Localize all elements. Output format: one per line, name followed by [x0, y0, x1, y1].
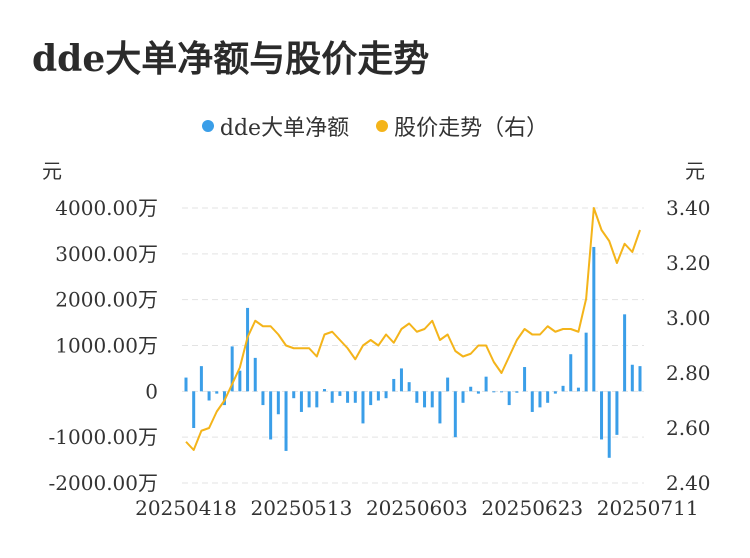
x-tick-label: 20250623: [481, 496, 583, 520]
bar: [453, 391, 457, 438]
bar: [553, 391, 557, 394]
bar: [546, 391, 550, 403]
price-line: [185, 207, 641, 451]
bar: [607, 391, 611, 458]
bar: [330, 391, 334, 403]
bar: [538, 391, 542, 408]
line-series: [185, 207, 641, 451]
legend-item-dde[interactable]: dde大单净额: [201, 110, 350, 142]
bar: [199, 366, 203, 392]
bar: [461, 391, 465, 403]
bar: [269, 391, 273, 440]
bar: [423, 391, 427, 408]
x-tick-label: 20250418: [135, 496, 237, 520]
right-tick-label: 2.80: [666, 361, 711, 385]
left-tick-label: -1000.00万: [49, 425, 158, 449]
legend-dot-price: [376, 120, 389, 132]
bar: [499, 391, 503, 393]
bar: [392, 378, 396, 392]
bar: [246, 307, 250, 392]
right-tick-label: 3.00: [666, 306, 711, 330]
right-axis-unit: 元: [685, 159, 705, 183]
bar: [384, 391, 388, 399]
right-tick-label: 3.40: [666, 196, 711, 220]
bar: [307, 391, 311, 408]
bar: [284, 391, 288, 451]
bar: [407, 382, 411, 392]
grid-layer: [182, 207, 644, 484]
bar: [253, 357, 257, 392]
left-tick-label: 3000.00万: [55, 242, 158, 266]
legend: dde大单净额 股价走势（右）: [0, 110, 750, 142]
bar: [376, 391, 380, 401]
bar: [238, 370, 242, 392]
x-tick-label: 20250711: [597, 496, 699, 520]
bar: [484, 376, 488, 392]
left-tick-label: 2000.00万: [55, 288, 158, 312]
right-tick-label: 3.20: [666, 251, 711, 275]
bar: [592, 246, 596, 392]
left-tick-label: 1000.00万: [55, 334, 158, 358]
bar: [292, 391, 296, 399]
bar: [576, 387, 580, 392]
bar: [430, 391, 434, 408]
bar-series: [184, 246, 642, 458]
bar: [638, 366, 642, 392]
bar: [415, 391, 419, 403]
bar: [399, 368, 403, 392]
bar: [569, 354, 573, 392]
bar: [361, 391, 365, 424]
bar: [476, 391, 480, 394]
bar: [561, 385, 565, 392]
bar: [315, 391, 319, 408]
bar: [492, 391, 496, 393]
legend-label-price: 股价走势（右）: [394, 116, 549, 141]
bar: [446, 377, 450, 392]
bar: [438, 391, 442, 424]
left-axis-unit: 元: [42, 159, 62, 183]
right-tick-label: 2.40: [666, 471, 711, 495]
x-tick-label: 20250603: [366, 496, 468, 520]
bar: [615, 391, 619, 435]
bar: [338, 391, 342, 396]
axis-labels: 4000.00万 3000.00万 2000.00万 1000.00万 0 -1000.0…: [49, 196, 711, 520]
bar: [261, 391, 265, 406]
bar: [369, 391, 373, 406]
bar: [515, 391, 519, 393]
chart-title: dde大单净额与股价走势: [32, 38, 430, 80]
bar: [469, 386, 473, 392]
bar: [230, 346, 234, 392]
bar: [276, 391, 280, 415]
bar: [192, 391, 196, 428]
bar: [346, 391, 350, 403]
bar: [630, 364, 634, 392]
bar: [584, 332, 588, 392]
bar: [299, 391, 303, 412]
bar: [600, 391, 604, 440]
left-tick-label: 4000.00万: [55, 196, 158, 220]
x-tick-label: 20250513: [251, 496, 353, 520]
legend-item-price[interactable]: 股价走势（右）: [376, 110, 548, 142]
bar: [215, 391, 219, 394]
bar: [353, 391, 357, 403]
right-tick-label: 2.60: [666, 416, 711, 440]
bar: [207, 391, 211, 401]
bar: [184, 377, 188, 392]
bar: [623, 314, 627, 392]
left-tick-label: 0: [145, 379, 158, 403]
bar: [530, 391, 534, 412]
bar: [323, 389, 327, 392]
bar: [523, 367, 527, 392]
legend-dot-dde: [201, 120, 214, 132]
bar: [507, 391, 511, 406]
legend-label-dde: dde大单净额: [219, 116, 350, 141]
left-tick-label: -2000.00万: [49, 471, 158, 495]
